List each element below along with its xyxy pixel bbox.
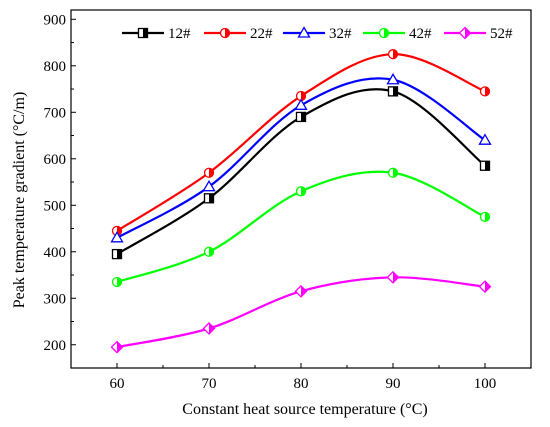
- data-point: [111, 248, 123, 260]
- legend-marker: [458, 26, 472, 40]
- data-point: [202, 179, 216, 192]
- data-point: [387, 49, 399, 60]
- y-tick-label: 400: [44, 245, 67, 261]
- x-tick-label: 90: [386, 376, 401, 392]
- data-point: [479, 86, 491, 97]
- y-tick-label: 800: [44, 59, 67, 75]
- x-tick-label: 100: [474, 376, 497, 392]
- legend-marker: [378, 27, 390, 39]
- y-tick-label: 900: [44, 12, 67, 28]
- legend-label: 22#: [250, 26, 273, 42]
- x-tick-label: 70: [202, 376, 217, 392]
- data-point: [203, 193, 215, 204]
- y-tick-label: 700: [44, 105, 67, 121]
- x-tick-label: 80: [294, 376, 309, 392]
- legend-label: 42#: [409, 26, 432, 42]
- legend-marker: [219, 27, 231, 39]
- data-point: [478, 280, 492, 294]
- y-tick-label: 500: [44, 198, 67, 214]
- data-point: [294, 98, 308, 110]
- data-point: [203, 167, 215, 178]
- data-point: [387, 86, 399, 97]
- data-point: [203, 246, 215, 257]
- series-line-2: [116, 53, 486, 232]
- x-axis-title: Constant heat source temperature (°C): [182, 401, 427, 418]
- legend-marker: [297, 26, 311, 38]
- y-axis-title: Peak temperature gradient (°C/m): [11, 92, 28, 309]
- data-point: [386, 72, 400, 85]
- data-point: [295, 186, 307, 197]
- data-point: [295, 111, 307, 123]
- y-tick-label: 300: [44, 291, 67, 307]
- data-point: [110, 340, 124, 354]
- data-point: [479, 211, 491, 223]
- y-tick-label: 200: [44, 338, 67, 354]
- data-point: [387, 167, 399, 178]
- data-point: [202, 322, 216, 335]
- data-point: [386, 270, 400, 284]
- data-point: [294, 284, 308, 298]
- legend-label: 32#: [329, 26, 352, 42]
- plot-area: 60 70 80 90 100 200 300 400 500 600 700 800 900 12# 22…: [44, 9, 532, 392]
- legend-label: 52#: [490, 26, 513, 42]
- data-point: [111, 276, 123, 288]
- x-tick-label: 60: [110, 376, 125, 392]
- y-tick-label: 600: [44, 152, 67, 168]
- legend-marker: [137, 27, 149, 39]
- data-point: [478, 133, 492, 145]
- legend-label: 12#: [168, 26, 191, 42]
- data-point: [479, 160, 491, 171]
- data-point: [110, 231, 124, 243]
